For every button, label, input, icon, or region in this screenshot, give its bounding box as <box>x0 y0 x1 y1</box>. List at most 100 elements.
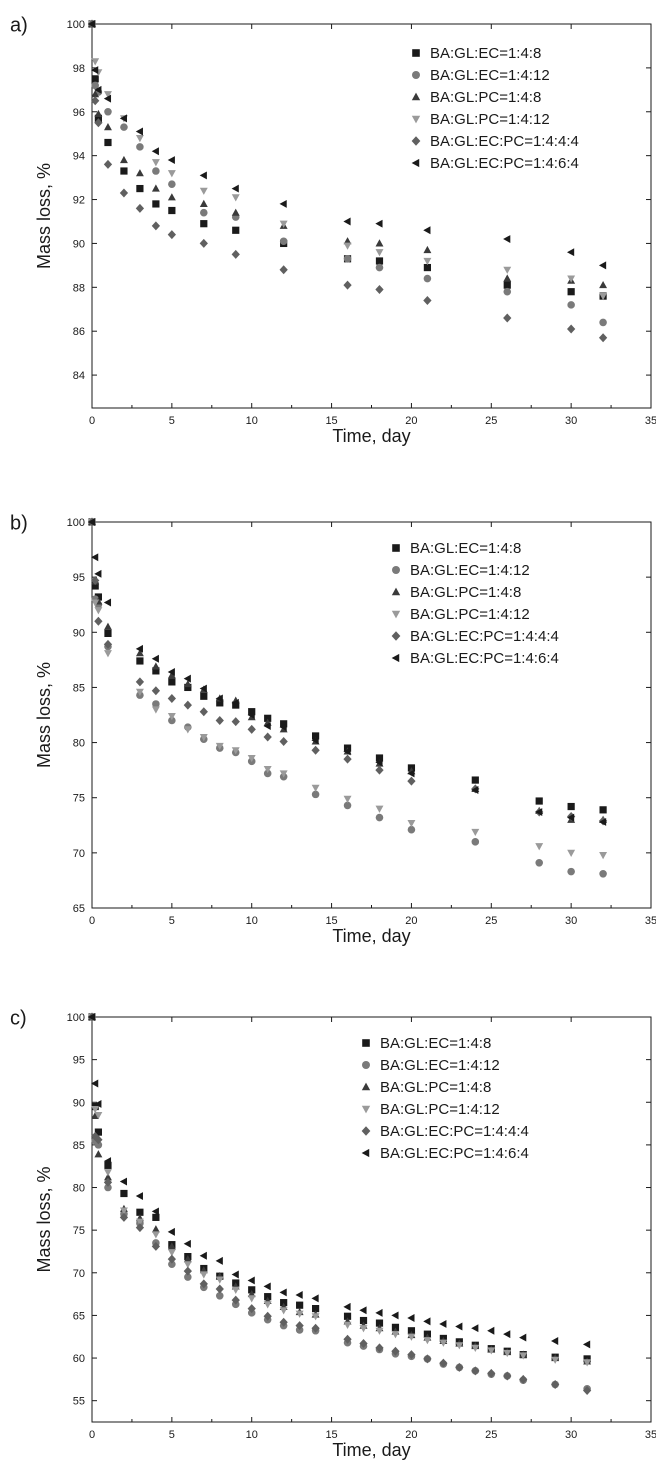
y-tick-label: 95 <box>73 1055 85 1067</box>
data-point <box>311 736 319 745</box>
data-point <box>423 1337 432 1345</box>
y-tick-label: 90 <box>73 627 85 639</box>
data-point <box>598 261 607 270</box>
data-point <box>567 275 576 283</box>
legend-marker <box>362 1061 370 1069</box>
data-point <box>215 742 224 751</box>
legend-label: BA:GL:EC=1:4:12 <box>410 562 530 579</box>
data-point <box>503 274 512 282</box>
data-point <box>375 257 384 265</box>
data-point <box>567 248 575 257</box>
legend-label: BA:GL:PC=1:4:8 <box>410 584 521 601</box>
data-point <box>168 206 176 215</box>
legend: BA:GL:EC=1:4:8 BA:GL:EC=1:4:12 BA:GL:PC=1:… <box>361 1035 529 1162</box>
panel-label: a) <box>10 14 28 36</box>
x-axis-title: Time, day <box>332 426 410 446</box>
plot-frame <box>91 1016 652 1423</box>
y-tick-label: 65 <box>73 903 85 915</box>
data-point <box>167 1254 176 1264</box>
data-point <box>136 184 144 193</box>
data-point <box>295 1310 304 1318</box>
data-point <box>183 700 192 710</box>
legend-label: BA:GL:EC=1:4:8 <box>430 45 541 62</box>
data-point <box>91 81 99 90</box>
data-point <box>343 795 352 803</box>
x-tick-label: 0 <box>89 915 95 927</box>
data-point <box>599 852 608 860</box>
data-point <box>94 1141 103 1149</box>
x-tick-label: 20 <box>405 915 417 927</box>
series-5 <box>87 19 608 343</box>
data-point <box>119 155 128 164</box>
data-point <box>231 717 240 727</box>
data-point <box>471 838 480 846</box>
x-tick-label: 10 <box>246 1429 258 1441</box>
data-point <box>279 237 288 246</box>
data-point <box>104 107 112 116</box>
x-tick-label: 25 <box>485 915 497 927</box>
data-point <box>199 1251 207 1260</box>
data-point <box>407 1327 416 1335</box>
data-point <box>151 1231 160 1239</box>
plot-frame <box>91 521 652 909</box>
data-point <box>167 693 176 703</box>
x-tick-label: 35 <box>645 915 656 927</box>
data-point <box>582 1385 592 1395</box>
data-point <box>151 221 161 231</box>
x-axis-title: Time, day <box>332 926 410 946</box>
y-tick-label: 88 <box>73 282 85 294</box>
legend-label: BA:GL:EC:PC=1:4:4:4 <box>410 628 559 645</box>
x-tick-label: 5 <box>169 415 175 427</box>
data-point <box>91 575 100 585</box>
data-point <box>199 684 207 693</box>
data-point <box>551 1379 560 1389</box>
data-point <box>391 1346 400 1356</box>
data-point <box>343 747 351 756</box>
y-axis-title: Mass loss, % <box>34 163 54 269</box>
series-6 <box>87 518 607 826</box>
legend-marker <box>361 1082 371 1091</box>
data-point <box>423 274 432 283</box>
data-point <box>375 1319 384 1327</box>
data-point <box>152 700 160 708</box>
data-point <box>295 1321 304 1331</box>
chart-panel-3: c) 0 5 10 15 20 25 30 35 55 60 65 70 75 80 85 90 95 100 Tim… <box>10 1007 656 1460</box>
data-point <box>375 1327 384 1335</box>
data-point <box>183 679 192 688</box>
data-point <box>535 843 544 851</box>
data-point <box>583 1359 592 1367</box>
data-point <box>375 813 384 822</box>
data-point <box>167 713 176 721</box>
x-tick-label: 15 <box>325 915 337 927</box>
data-point <box>295 1290 303 1299</box>
legend-label: BA:GL:EC=1:4:12 <box>430 67 550 84</box>
data-point <box>343 217 351 226</box>
legend: BA:GL:EC=1:4:8 BA:GL:EC=1:4:12 BA:GL:PC=1:… <box>391 540 559 667</box>
data-point <box>168 716 176 725</box>
data-point <box>87 20 96 28</box>
data-point <box>231 184 239 193</box>
data-point <box>375 285 384 295</box>
y-tick-label: 65 <box>73 1310 85 1322</box>
x-tick-label: 0 <box>89 1429 95 1441</box>
data-point <box>343 280 352 290</box>
data-point <box>582 1340 591 1349</box>
data-point <box>263 1311 272 1321</box>
data-point <box>231 249 240 259</box>
data-point <box>503 313 512 323</box>
data-point <box>199 187 208 195</box>
data-point <box>567 301 575 309</box>
y-tick-label: 75 <box>73 1225 85 1237</box>
data-point <box>503 1349 512 1358</box>
y-tick-label: 92 <box>73 195 85 207</box>
data-point <box>343 242 352 250</box>
data-point <box>135 688 144 696</box>
data-point <box>279 1317 288 1327</box>
legend-marker <box>391 610 401 619</box>
y-tick-label: 98 <box>73 63 85 75</box>
data-point <box>391 1323 400 1331</box>
data-point <box>311 1323 320 1333</box>
data-point <box>343 1321 352 1329</box>
data-point <box>375 765 384 775</box>
